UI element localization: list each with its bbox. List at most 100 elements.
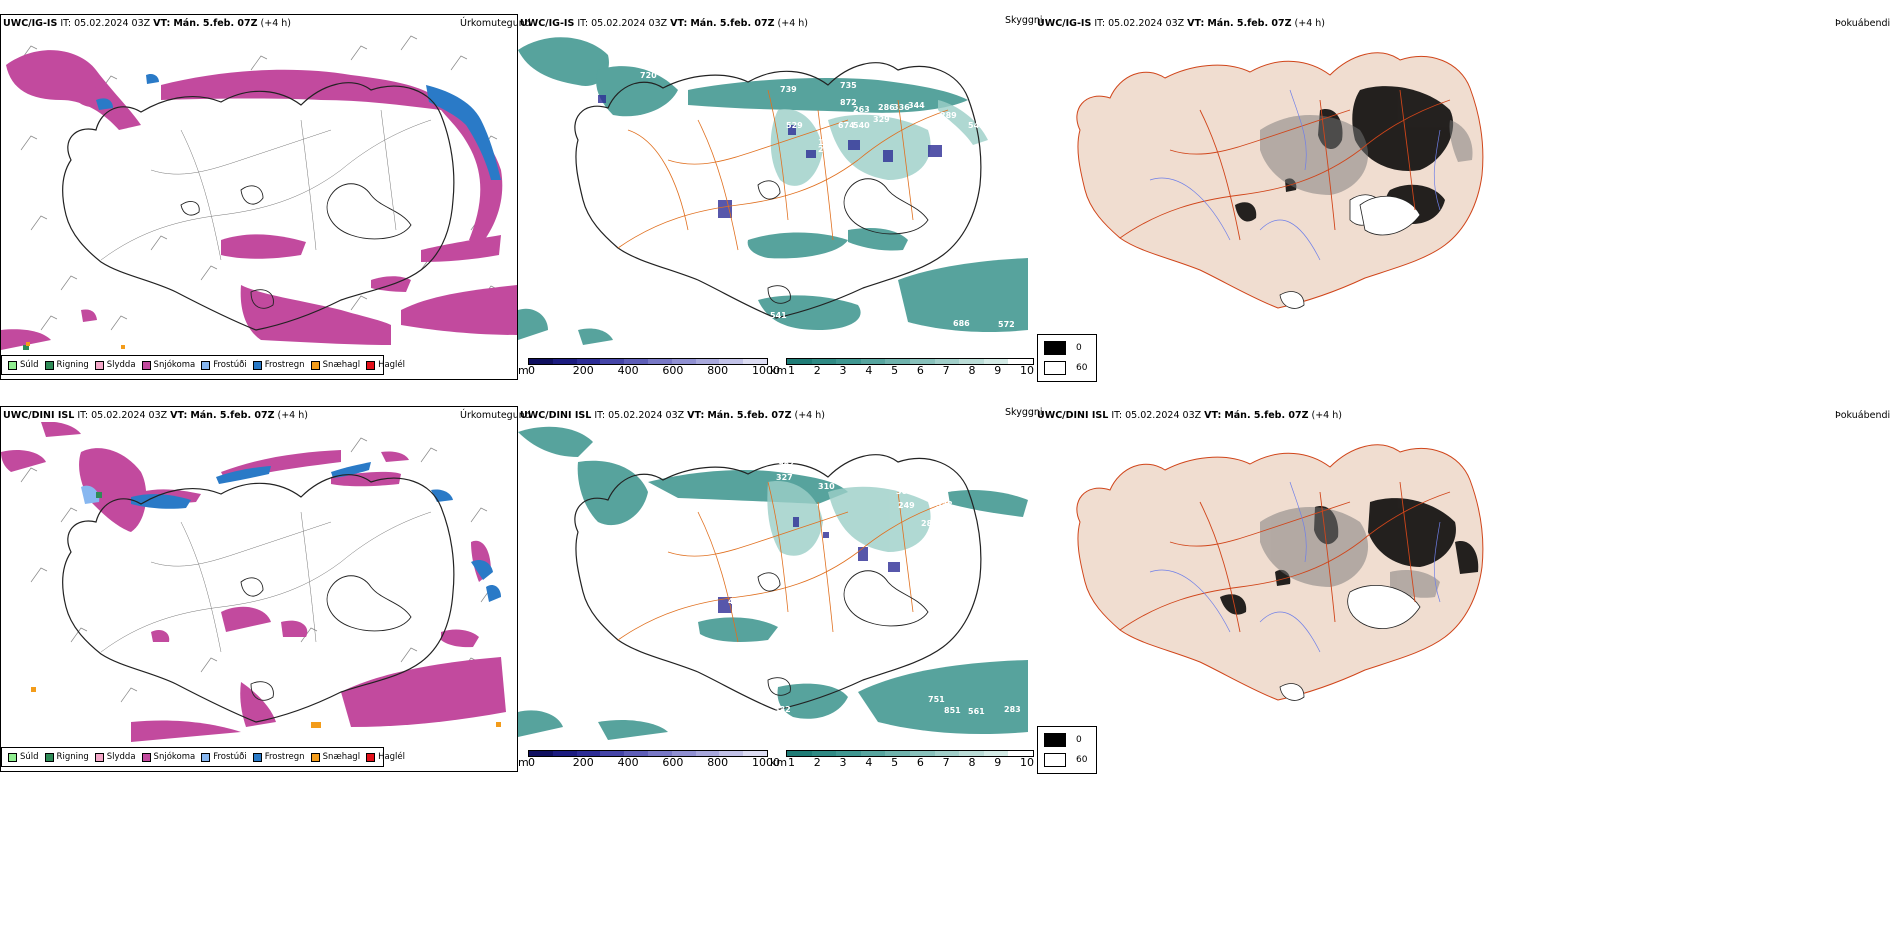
colorbar-tick-label: 5	[891, 364, 899, 377]
colorbar-tick-label: 7	[942, 364, 950, 377]
visibility-value-label: 307	[896, 487, 913, 496]
colorbar-segment	[719, 359, 744, 364]
precip-map-title: Úrkomutegund	[460, 18, 531, 29]
colorbar-tick-label: 2	[813, 364, 821, 377]
visibility-value-label: 332	[936, 500, 953, 509]
colorbar-segment	[934, 751, 960, 756]
fog-index-map[interactable]	[1060, 30, 1530, 340]
visibility-value-label: 541	[770, 311, 787, 320]
snow-areas	[1, 50, 517, 350]
colorbar-segment	[576, 359, 601, 364]
colorbar-segment	[885, 751, 910, 756]
visibility-value-label: 735	[840, 81, 857, 90]
colorbar-unit: m	[518, 756, 529, 769]
visibility-value-label: 329	[873, 115, 890, 124]
fog-legend-item: 60	[1044, 753, 1087, 767]
visibility-value-label: 982	[778, 459, 795, 468]
visibility-value-label: 283	[1004, 705, 1021, 714]
colorbar-tick-label: 400	[617, 364, 639, 377]
colorbar-segment	[909, 751, 935, 756]
visibility-value-label: 838	[636, 115, 653, 124]
visibility-value-label: 153	[818, 138, 835, 147]
colorbar-tick-label: 1	[788, 364, 795, 377]
colorbar-segment	[860, 751, 886, 756]
colorbar-segment	[811, 751, 837, 756]
precip-map-title: Úrkomutegund	[460, 410, 531, 421]
visibility-value-label: 739	[780, 85, 797, 94]
colorbar-segment	[719, 751, 744, 756]
colorbar-segment	[787, 751, 812, 756]
colorbar-tick-label: 400	[617, 756, 639, 769]
legend-item: Slydda	[94, 752, 136, 762]
colorbar-segment	[600, 751, 625, 756]
visibility-value-label: 543	[968, 121, 985, 130]
roads	[617, 89, 949, 251]
low-visibility-areas	[518, 37, 1028, 345]
low-cloud-base-areas	[598, 95, 942, 218]
colorbar-segment	[836, 751, 861, 756]
colorbar-segment	[695, 359, 720, 364]
legend-item: Haglél	[366, 752, 405, 762]
legend-item: Snæhagl	[310, 752, 360, 762]
colorbar-segment	[529, 751, 553, 756]
precip-header: UWC/DINI ISL IT: 05.02.2024 03Z VT: Mán.…	[3, 410, 308, 421]
visibility-value-label: 908	[863, 333, 880, 342]
legend-item: Súld	[8, 752, 39, 762]
freezing-rain-areas	[96, 73, 501, 180]
visibility-value-label: 344	[908, 101, 925, 110]
colorbar-tick-label: 7	[942, 756, 950, 769]
legend-item: Snjókoma	[141, 752, 195, 762]
colorbar-tick-label: 3	[839, 756, 847, 769]
visibility-value-label: 284	[921, 519, 938, 528]
colorbar-tick-label: 9	[994, 364, 1002, 377]
colorbar-segment	[671, 359, 696, 364]
colorbar-segment	[695, 751, 720, 756]
legend-item: Haglél	[366, 360, 405, 370]
colorbar-segment	[787, 359, 812, 364]
visibility-value-label: 572	[998, 320, 1015, 329]
colorbar-segment	[624, 359, 648, 364]
visibility-value-label: 851	[944, 706, 961, 715]
colorbar-segment	[934, 359, 960, 364]
cbar-km-labels: km 1 2 3 4 5 6 7 8 9 10	[770, 756, 1036, 770]
cbar-m	[528, 750, 768, 757]
colorbar-segment	[600, 359, 625, 364]
fog-index-map[interactable]	[1060, 422, 1530, 732]
visibility-value-label: 529	[786, 121, 803, 130]
colorbar-tick-label: 800	[707, 364, 729, 377]
legend-item: Frostregn	[252, 360, 305, 370]
iceland-land	[1076, 52, 1484, 309]
visibility-value-label: 286	[878, 103, 895, 112]
colorbar-tick-label: 10	[1020, 756, 1034, 769]
cbar-km	[786, 358, 1034, 365]
colorbar-segment	[860, 359, 886, 364]
colorbar-tick-label: 200	[572, 756, 594, 769]
colorbar-tick-label: 3	[839, 364, 847, 377]
colorbar-unit: m	[518, 364, 529, 377]
legend-item: Frostúði	[201, 752, 247, 762]
colorbar-segment	[885, 359, 910, 364]
colorbar-tick-label: 5	[891, 756, 899, 769]
visibility-value-label: 686	[953, 319, 970, 328]
colorbar-tick-label: 600	[662, 756, 684, 769]
colorbar-segment	[811, 359, 837, 364]
colorbar-tick-label: 0	[528, 364, 535, 377]
colorbar-segment	[529, 359, 553, 364]
cbar-m	[528, 358, 768, 365]
fog-legend-item: 0	[1044, 733, 1082, 747]
colorbar-segment	[1008, 359, 1033, 364]
legend-item: Súld	[8, 360, 39, 370]
visibility-value-label: 674	[838, 121, 855, 130]
precip-legend: Súld Rigning Slydda Snjókoma Frostúði Fr…	[1, 747, 405, 767]
visibility-value-label: 327	[776, 473, 793, 482]
visibility-value-label: 685	[828, 733, 845, 742]
visibility-value-label: 720	[640, 71, 657, 80]
precip-type-map[interactable]	[1, 30, 517, 350]
visibility-value-label: 561	[968, 707, 985, 716]
colorbar-segment	[671, 751, 696, 756]
colorbar-tick-label: 800	[707, 756, 729, 769]
precip-type-map[interactable]	[1, 422, 517, 742]
